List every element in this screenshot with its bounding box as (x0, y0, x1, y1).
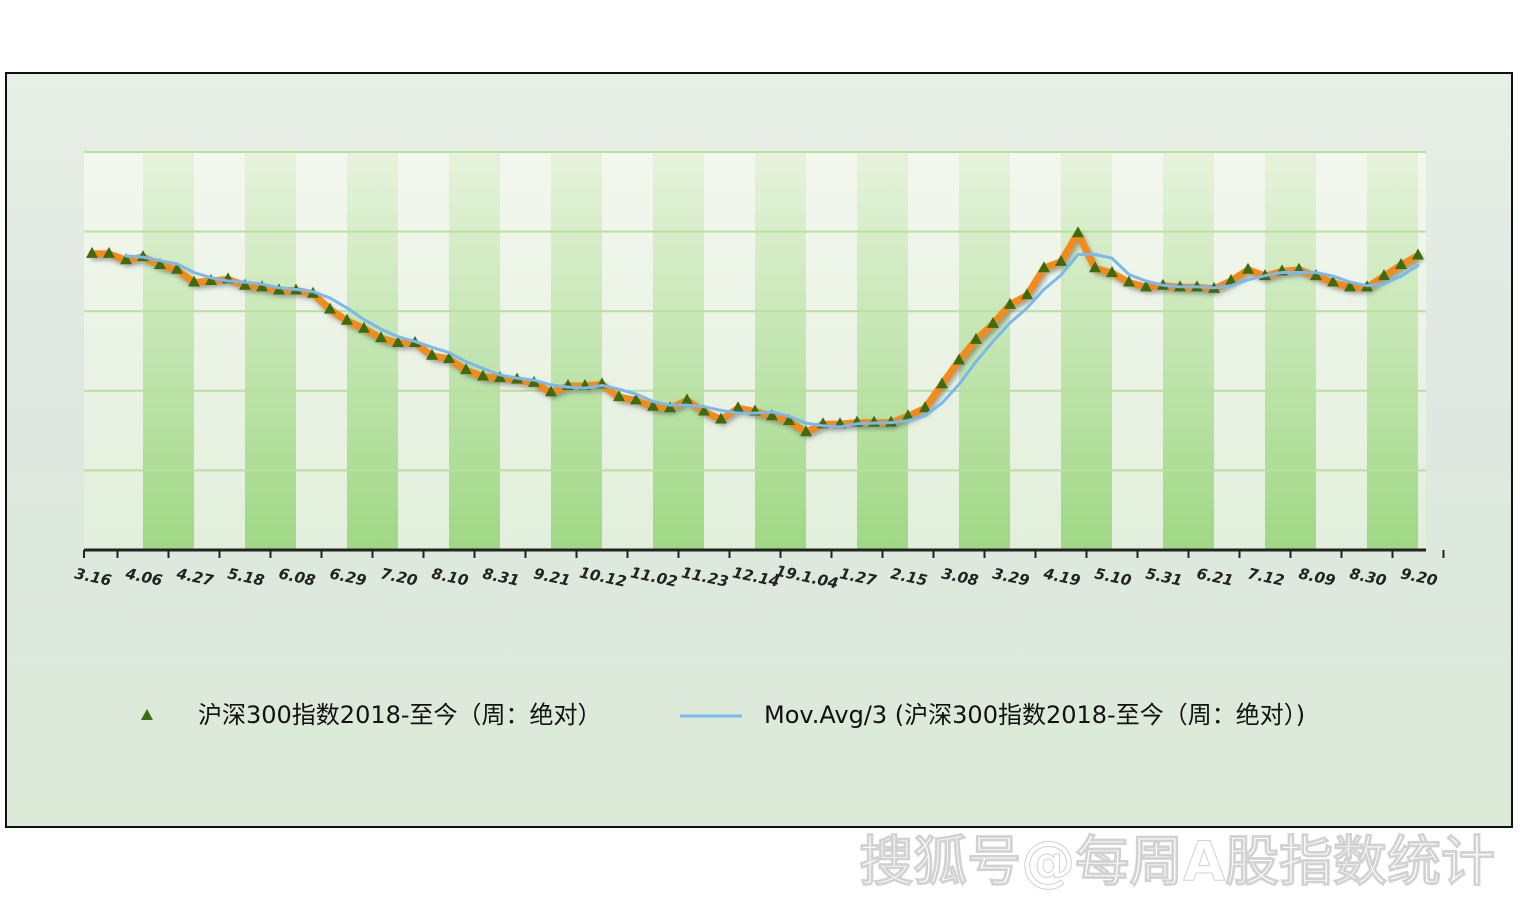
stripe (1163, 152, 1214, 550)
stripe (84, 152, 143, 550)
marker (664, 401, 676, 413)
marker (1344, 280, 1356, 292)
stripe (908, 152, 959, 550)
marker (698, 404, 710, 416)
legend-label: 沪深300指数2018-至今（周：绝对） (198, 701, 602, 729)
legend-label: Mov.Avg/3 (沪深300指数2018-至今（周：绝对）) (764, 701, 1305, 729)
marker (1038, 261, 1050, 273)
stripe (347, 152, 398, 550)
stripe (245, 152, 296, 550)
series-line (124, 252, 1420, 429)
legend-marker (141, 709, 153, 720)
marker (1395, 258, 1407, 270)
marker (1412, 248, 1424, 260)
stripe (1214, 152, 1265, 550)
marker (1123, 275, 1135, 287)
marker (545, 385, 557, 397)
marker (613, 390, 625, 402)
marker (188, 275, 200, 287)
marker (647, 399, 659, 411)
marker (800, 425, 812, 437)
stripe (1367, 152, 1418, 550)
plot-area: 3.16 4.06 4.27 5.18 6.08 6.29 7.20 8.10 8.31 9.21… (73, 151, 1445, 593)
marker (919, 401, 931, 413)
stripe (500, 152, 551, 550)
marker (256, 280, 268, 292)
stripe (1010, 152, 1061, 550)
marker (1327, 275, 1339, 287)
marker (460, 363, 472, 375)
marker (1106, 265, 1118, 277)
marker (732, 401, 744, 413)
marker (477, 369, 489, 381)
stripe (653, 152, 704, 550)
marker (171, 262, 183, 274)
marker (1242, 262, 1254, 274)
stripe (1265, 152, 1316, 550)
stripe (551, 152, 602, 550)
marker (426, 348, 438, 360)
marker (1004, 297, 1016, 309)
marker (902, 409, 914, 421)
stripe (857, 152, 908, 550)
marker (766, 409, 778, 421)
marker (1378, 269, 1390, 281)
stripe (194, 152, 245, 550)
marker (936, 377, 948, 389)
marker (239, 278, 251, 290)
marker (154, 258, 166, 270)
marker (1021, 288, 1033, 300)
marker (86, 246, 98, 258)
marker (341, 313, 353, 325)
marker (205, 273, 217, 285)
marker (324, 302, 336, 314)
marker (375, 331, 387, 343)
stripe (1418, 152, 1426, 550)
marker (392, 336, 404, 348)
watermark: 搜狐号@每周A股指数统计 (859, 830, 1495, 893)
stripe (449, 152, 500, 550)
marker (1072, 226, 1084, 238)
marker (953, 353, 965, 365)
marker (103, 246, 115, 258)
legend: 沪深300指数2018-至今（周：绝对） Mov.Avg/3 (沪深300指数20… (115, 701, 1305, 729)
stripe (704, 152, 755, 550)
stripe (1112, 152, 1163, 550)
stripe (806, 152, 857, 550)
marker (494, 371, 506, 383)
marker (1310, 269, 1322, 281)
stripe (602, 152, 653, 550)
marker (1055, 254, 1067, 266)
marker (630, 393, 642, 405)
stripe (296, 152, 347, 550)
marker (358, 321, 370, 333)
marker (1140, 280, 1152, 292)
marker (970, 332, 982, 344)
stripe (143, 152, 194, 550)
stripe (1061, 152, 1112, 550)
marker (783, 414, 795, 426)
stripe (1316, 152, 1367, 550)
marker (715, 412, 727, 424)
marker (443, 351, 455, 363)
stripe (755, 152, 806, 550)
marker (987, 316, 999, 328)
marker (681, 393, 693, 405)
marker (120, 253, 132, 265)
marker (1089, 261, 1101, 273)
marker (1225, 273, 1237, 285)
